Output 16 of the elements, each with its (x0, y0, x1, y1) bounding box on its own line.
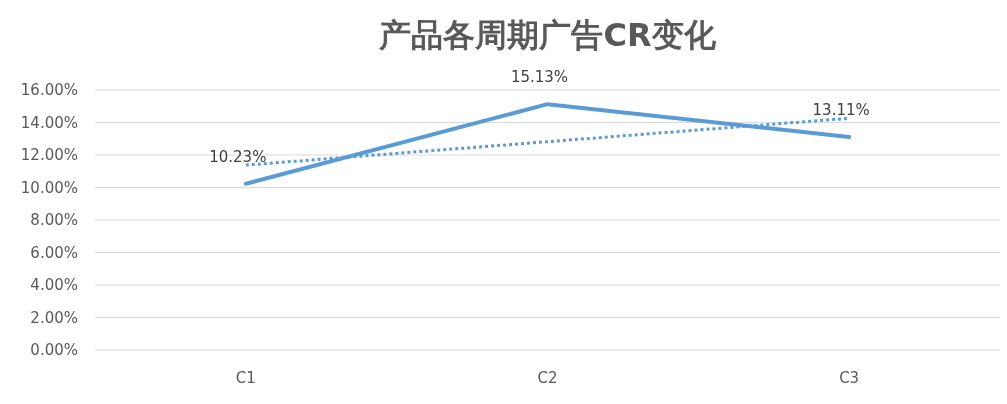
y-tick-label: 12.00% (20, 146, 78, 164)
data-label: 10.23% (209, 147, 267, 166)
y-tick-label: 0.00% (30, 341, 78, 359)
y-tick-label: 2.00% (30, 308, 78, 327)
y-tick-label: 4.00% (30, 276, 78, 294)
x-tick-label: C3 (839, 369, 860, 387)
y-tick-label: 8.00% (30, 211, 78, 229)
data-label: 13.11% (812, 100, 870, 119)
y-tick-label: 16.00% (20, 81, 78, 99)
data-label: 15.13% (510, 68, 569, 87)
x-tick-label: C1 (235, 369, 256, 387)
y-tick-label: 14.00% (20, 113, 78, 132)
y-tick-label: 10.00% (20, 178, 78, 197)
chart-title: 产品各周期广告CR变化 (378, 16, 717, 54)
y-tick-label: 6.00% (30, 243, 78, 262)
x-tick-label: C2 (537, 369, 558, 387)
